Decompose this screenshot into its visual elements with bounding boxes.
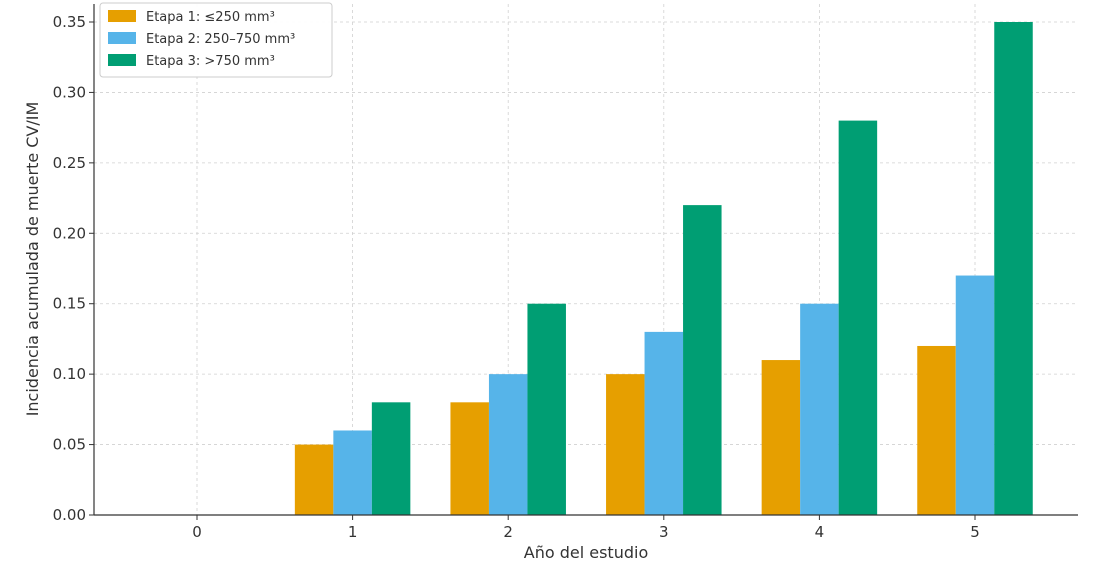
bar-series-2-year-1 <box>333 430 372 515</box>
bar-series-1-year-2 <box>450 402 489 515</box>
bar-series-1-year-4 <box>761 360 801 515</box>
x-tick-label: 5 <box>970 523 980 541</box>
y-ticks: 0.00 0.05 0.10 0.15 0.20 0.25 0.30 0.35 <box>53 13 94 524</box>
legend-label-3: Etapa 3: >750 mm³ <box>146 54 275 69</box>
x-tick-label: 1 <box>348 523 358 541</box>
bar-series-3-year-1 <box>371 402 411 515</box>
x-tick-label: 0 <box>192 523 202 541</box>
bar-series-1-year-1 <box>294 444 334 515</box>
y-tick-label: 0.15 <box>53 295 86 313</box>
bar-series-1-year-3 <box>606 374 645 515</box>
bar-series-2-year-2 <box>488 374 528 515</box>
legend-swatch-1 <box>108 10 136 22</box>
legend-swatch-3 <box>108 54 136 66</box>
y-tick-label: 0.30 <box>53 83 86 101</box>
y-tick-label: 0.10 <box>53 365 86 383</box>
x-axis-title: Año del estudio <box>524 543 648 562</box>
legend-label-1: Etapa 1: ≤250 mm³ <box>146 10 275 25</box>
x-tick-label: 4 <box>815 523 825 541</box>
bar-series-2-year-4 <box>800 303 839 515</box>
bar-series-3-year-4 <box>838 120 878 515</box>
bar-series-2-year-3 <box>644 331 684 515</box>
bar-series-1-year-5 <box>917 345 956 515</box>
legend-box <box>99 2 333 78</box>
legend: Etapa 1: ≤250 mm³ Etapa 2: 250–750 mm³ Eta… <box>99 2 333 78</box>
bar-series-2-year-5 <box>955 275 995 515</box>
x-tick-label: 2 <box>503 523 513 541</box>
y-tick-label: 0.05 <box>53 436 86 454</box>
y-tick-label: 0.20 <box>53 224 86 242</box>
y-axis-title: Incidencia acumulada de muerte CV/IM <box>23 102 42 417</box>
bar-series-3-year-2 <box>527 303 566 515</box>
bar-series-3-year-3 <box>683 205 722 515</box>
x-ticks: 0 1 2 3 4 5 <box>192 515 980 541</box>
legend-label-2: Etapa 2: 250–750 mm³ <box>146 32 295 47</box>
bar-series-3-year-5 <box>994 22 1033 515</box>
y-tick-label: 0.00 <box>53 506 86 524</box>
y-tick-label: 0.25 <box>53 154 86 172</box>
x-tick-label: 3 <box>659 523 669 541</box>
y-tick-label: 0.35 <box>53 13 86 31</box>
bars <box>294 22 1033 515</box>
legend-swatch-2 <box>108 32 136 44</box>
axes <box>93 4 1078 516</box>
